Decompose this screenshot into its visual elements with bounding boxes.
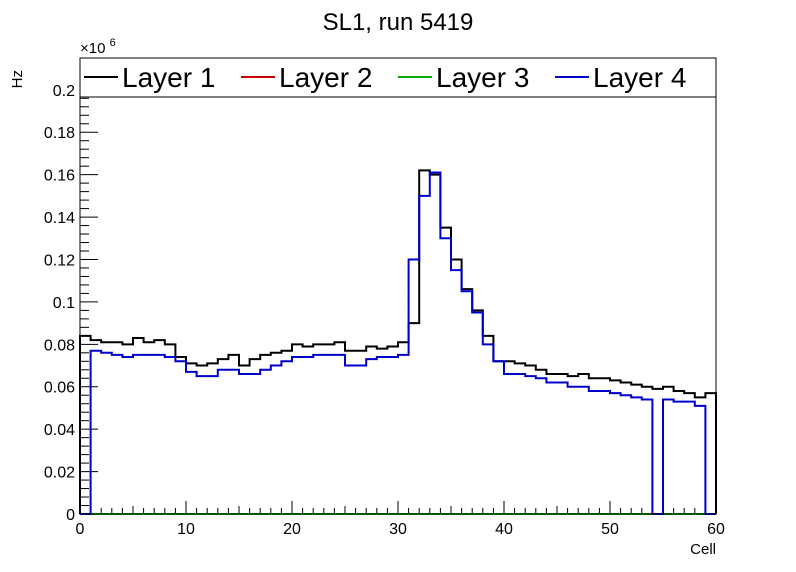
x-tick-label: 60 — [707, 521, 725, 538]
legend-entries: Layer 1 Layer 2 Layer 3 Layer 4 — [84, 62, 686, 93]
series-layer-1-line — [79, 169, 717, 514]
x-axis-label: Cell — [690, 541, 716, 558]
legend: Layer 1 Layer 2 Layer 3 Layer 4 — [79, 57, 717, 98]
x-tick-label: 20 — [283, 521, 301, 538]
series-layer-4-line — [80, 171, 716, 515]
y-tick-label: 0.14 — [44, 210, 75, 227]
y-multiplier-label: ×10 6 — [80, 37, 116, 57]
x-tick-label: 0 — [76, 521, 85, 538]
legend-entry: Layer 4 — [555, 62, 686, 93]
y-tick-label: 0.16 — [44, 168, 75, 185]
tick-layer: 0 10 20 30 40 50 60 0 0.02 0.04 0.06 0.08 0.1 0.12 0.1… — [44, 63, 725, 538]
legend-entry: Layer 1 — [84, 62, 215, 93]
x-tick-label: 10 — [177, 521, 195, 538]
legend-entry: Layer 3 — [398, 62, 529, 93]
y-tick-label: 0.12 — [44, 252, 75, 269]
y-tick-label: 0 — [66, 507, 75, 524]
y-tick-label: 0.1 — [53, 295, 75, 312]
legend-label: Layer 3 — [436, 62, 529, 93]
legend-label: Layer 2 — [279, 62, 372, 93]
chart-title: SL1, run 5419 — [323, 9, 474, 36]
y-tick-label: 0.2 — [53, 83, 75, 100]
y-axis-label: Hz — [9, 70, 26, 88]
x-tick-label: 50 — [601, 521, 619, 538]
y-tick-label: 0.08 — [44, 337, 75, 354]
y-tick-label: 0.18 — [44, 125, 75, 142]
legend-entry: Layer 2 — [241, 62, 372, 93]
y-tick-label: 0.02 — [44, 465, 75, 482]
y-tick-label: 0.04 — [44, 422, 75, 439]
x-tick-label: 30 — [389, 521, 407, 538]
y-tick-label: 0.06 — [44, 380, 75, 397]
y-multiplier-exponent: 6 — [110, 37, 116, 49]
legend-label: Layer 1 — [122, 62, 215, 93]
y-multiplier-base: ×10 — [80, 40, 105, 57]
x-tick-label: 40 — [495, 521, 513, 538]
legend-label: Layer 4 — [593, 62, 686, 93]
